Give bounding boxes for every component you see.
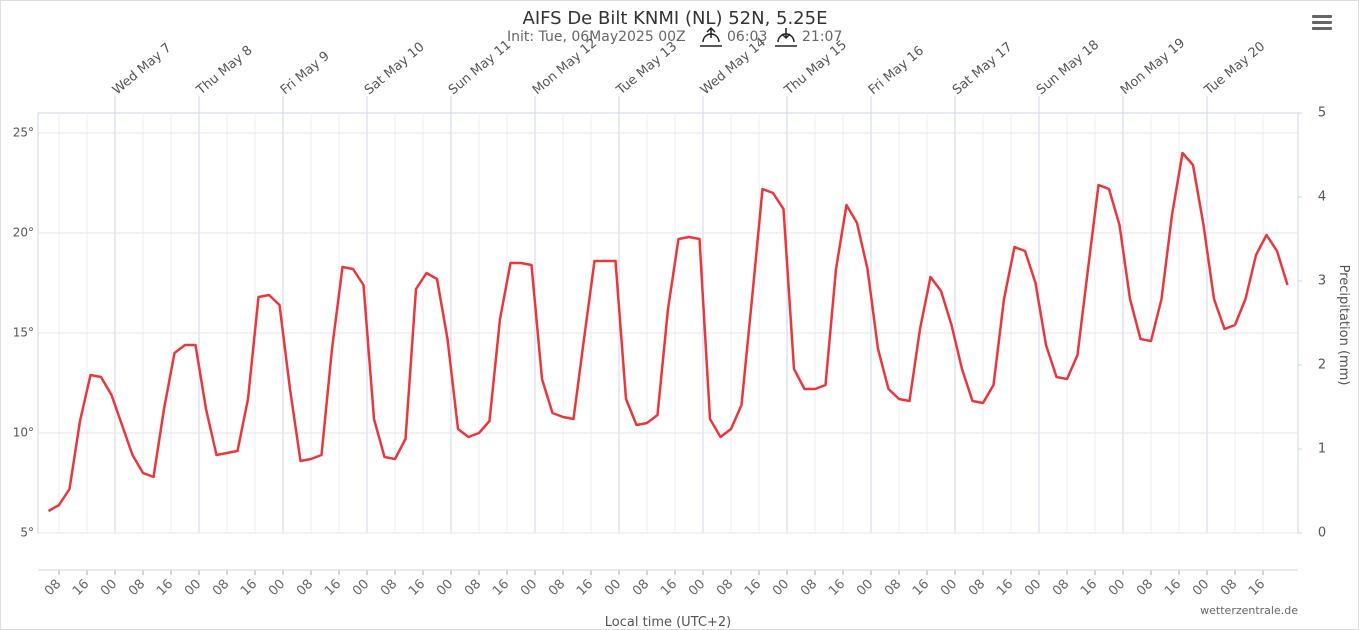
- x-axis-label: Local time (UTC+2): [605, 615, 731, 630]
- chart-title: AIFS De Bilt KNMI (NL) 52N, 5.25E: [523, 8, 828, 29]
- y-tick-label: 10°: [13, 426, 34, 440]
- y2-tick-label: 4: [1318, 190, 1326, 205]
- y2-tick-label: 2: [1318, 358, 1326, 373]
- y2-axis-label: Precipitation (mm): [1336, 265, 1351, 386]
- y-tick-label: 5°: [20, 526, 34, 540]
- sunrise-time: 06:03: [727, 29, 767, 45]
- y-tick-label: 20°: [13, 226, 34, 240]
- y-tick-label: 25°: [13, 126, 34, 140]
- y2-tick-label: 0: [1318, 526, 1326, 541]
- menu-button[interactable]: [1312, 15, 1332, 30]
- y2-tick-label: 1: [1318, 442, 1326, 457]
- sunset-icon: [775, 28, 797, 47]
- chart-subtitle: Init: Tue, 06May2025 00Z: [507, 29, 686, 45]
- credit: wetterzentrale.de: [1200, 604, 1298, 617]
- temperature-line: [47, 151, 1289, 513]
- y2-tick-label: 5: [1318, 106, 1326, 121]
- y2-tick-label: 3: [1318, 274, 1326, 289]
- sunrise-icon: [700, 26, 722, 47]
- y-tick-label: 15°: [13, 326, 34, 340]
- sunset-time: 21:07: [802, 29, 842, 45]
